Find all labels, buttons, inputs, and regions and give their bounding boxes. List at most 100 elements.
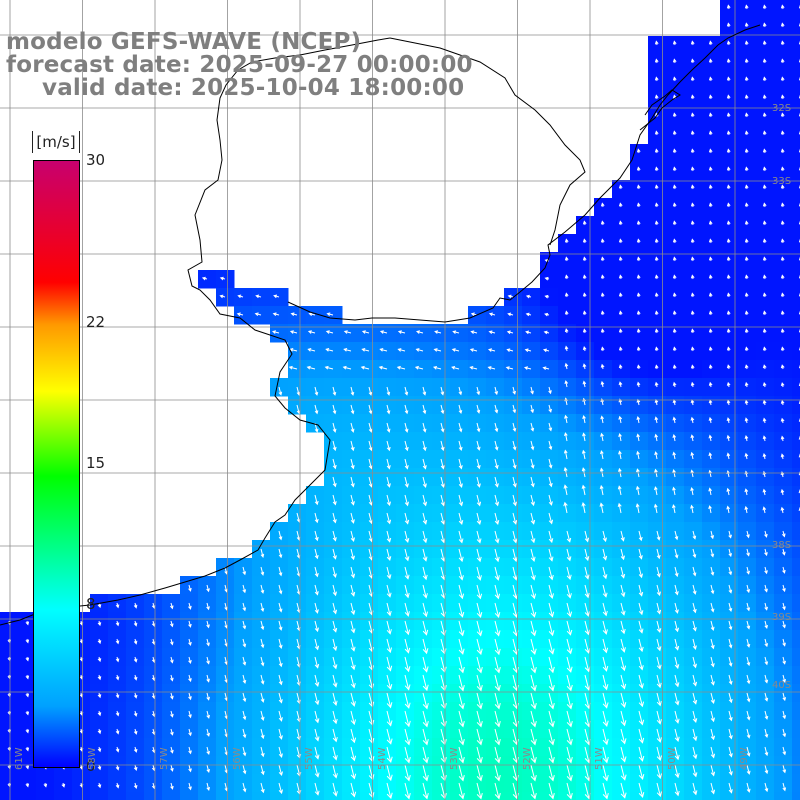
wind-cell [558, 468, 577, 487]
wind-cell [774, 342, 793, 361]
wind-cell [684, 288, 703, 307]
wind-arrow [494, 404, 499, 414]
wind-arrow [360, 365, 370, 370]
wind-arrow [726, 40, 731, 46]
wind-arrow [314, 404, 319, 415]
wind-arrow [710, 530, 715, 540]
wind-cell [522, 342, 541, 361]
wind-cell [216, 270, 235, 289]
wind-arrow [656, 782, 662, 798]
wind-cell [378, 360, 397, 379]
wind-arrow [440, 440, 445, 452]
wind-arrow [566, 638, 573, 655]
wind-cell [738, 54, 757, 73]
wind-arrow [764, 602, 768, 611]
wind-cell [486, 360, 505, 379]
wind-arrow [798, 506, 800, 512]
wind-arrow [470, 312, 478, 317]
colorbar-tick-label: 15 [86, 454, 106, 472]
wind-arrow [512, 458, 517, 470]
wind-arrow [780, 364, 785, 370]
wind-arrow [654, 202, 659, 208]
wind-arrow [780, 435, 785, 442]
wind-arrow [762, 328, 767, 334]
wind-cell [522, 792, 541, 800]
wind-cell [666, 180, 685, 199]
wind-arrow [25, 746, 30, 752]
wind-arrow [764, 764, 769, 775]
wind-cell [414, 360, 433, 379]
wind-arrow [564, 414, 568, 424]
wind-cell [738, 36, 757, 55]
wind-arrow [690, 76, 695, 82]
wind-arrow [564, 310, 569, 316]
wind-arrow [618, 184, 623, 190]
wind-arrow [746, 728, 751, 739]
wind-cell [468, 792, 487, 800]
wind-cell [576, 378, 595, 397]
wind-arrow [544, 258, 550, 263]
wind-cell [738, 252, 757, 271]
wind-arrow [386, 494, 391, 507]
wind-arrow [260, 746, 265, 758]
wind-arrow [440, 386, 445, 396]
wind-arrow [762, 220, 767, 226]
wind-cell [576, 360, 595, 379]
wind-arrow [542, 366, 550, 370]
wind-arrow [368, 422, 373, 433]
wind-arrow [242, 782, 247, 793]
wind-cell [720, 90, 739, 109]
wind-cell [792, 144, 800, 163]
wind-arrow [654, 238, 659, 244]
wind-arrow [602, 638, 609, 654]
wind-arrow [451, 348, 460, 352]
wind-arrow [188, 728, 192, 737]
wind-arrow [744, 292, 749, 298]
wind-arrow [386, 746, 393, 764]
wind-cell [702, 450, 721, 469]
wind-cell [792, 648, 800, 667]
wind-cell [648, 234, 667, 253]
wind-cell [36, 792, 55, 800]
wind-arrow [476, 602, 483, 619]
wind-arrow [762, 417, 767, 424]
wind-arrow [237, 294, 244, 299]
wind-arrow [728, 710, 733, 722]
wind-arrow [170, 710, 174, 718]
wind-arrow [332, 530, 337, 542]
wind-cell [702, 72, 721, 91]
wind-cell [576, 414, 595, 433]
wind-arrow [548, 728, 555, 746]
wind-cell [756, 162, 775, 181]
wind-arrow [782, 602, 786, 611]
wind-arrow [512, 386, 516, 395]
wind-arrow [476, 620, 483, 637]
wind-cell [450, 792, 469, 800]
wind-cell [684, 342, 703, 361]
wind-arrow [332, 692, 338, 707]
wind-cell [702, 342, 721, 361]
wind-arrow [314, 764, 320, 778]
wind-cell [684, 306, 703, 325]
wind-cell [612, 450, 631, 469]
wind-arrow [780, 292, 785, 298]
wind-cell [792, 252, 800, 271]
wind-cell [594, 360, 613, 379]
wind-arrow [564, 238, 569, 244]
wind-arrow [512, 476, 517, 488]
wind-cell [738, 180, 757, 199]
valid-date: valid date: 2025-10-04 18:00:00 [42, 75, 465, 101]
wind-arrow [656, 674, 662, 689]
south-america-coastline [0, 37, 391, 626]
wind-arrow [458, 440, 463, 452]
wind-arrow [404, 494, 409, 507]
wind-cell [486, 792, 505, 800]
wind-arrow [582, 345, 587, 352]
wind-arrow [25, 674, 30, 680]
wind-arrow [458, 656, 465, 674]
wind-arrow [746, 746, 751, 757]
wind-arrow [548, 548, 554, 562]
wind-arrow [636, 166, 641, 172]
wind-arrow [133, 638, 138, 645]
